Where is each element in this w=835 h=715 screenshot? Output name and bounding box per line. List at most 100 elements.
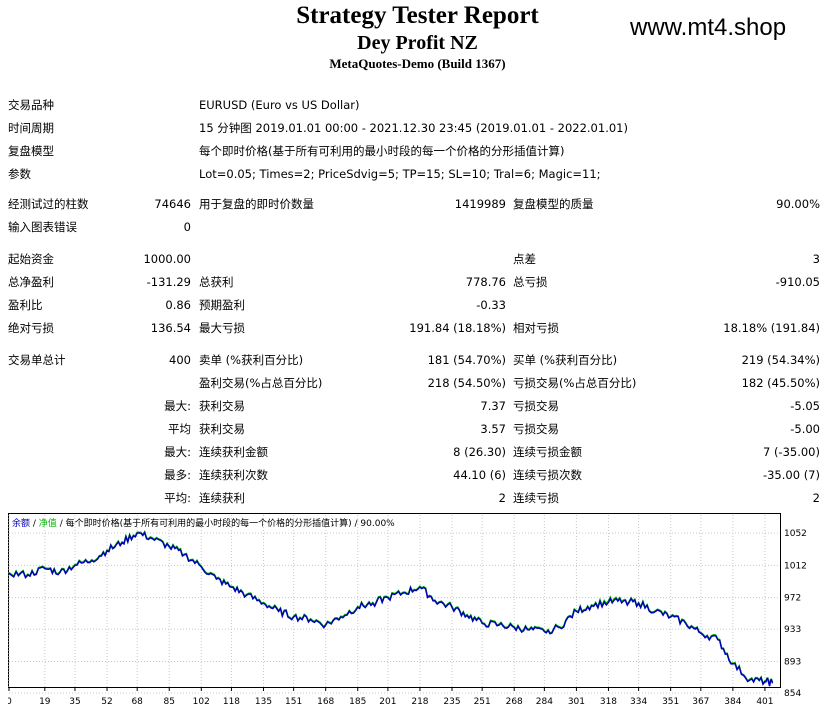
avg-cons-losses-label: 连续亏损	[513, 491, 559, 505]
ticks-value: 1419989	[454, 197, 506, 211]
long-value: 219 (54.34%)	[741, 353, 820, 367]
legend-sep2: /	[60, 519, 66, 529]
errors-value: 0	[183, 220, 191, 234]
max-cons-profit-label: 连续获利次数	[199, 468, 268, 482]
avg-loss-value: -5.00	[790, 422, 820, 436]
y-tick-label: 893	[784, 657, 801, 667]
legend-sep1: /	[33, 519, 39, 529]
bars-label: 经测试过的柱数	[8, 197, 89, 211]
x-tick-label: 334	[630, 697, 647, 707]
x-tick-label: 218	[411, 697, 428, 707]
expert-name: Dey Profit NZ	[357, 32, 478, 54]
max-prefix: 最大:	[164, 445, 191, 459]
y-tick-label: 1012	[784, 561, 807, 571]
short-value: 181 (54.70%)	[427, 353, 506, 367]
x-tick-label: 19	[39, 697, 51, 707]
netprofit-label: 总净盈利	[8, 275, 54, 289]
max-cons-losses-label: 连续亏损金额	[513, 445, 582, 459]
params-label: 参数	[8, 167, 31, 181]
x-tick-label: 235	[443, 697, 460, 707]
loss-trades-value: 182 (45.50%)	[741, 376, 820, 390]
absdd-value: 136.54	[150, 321, 191, 335]
x-tick-label: 301	[568, 697, 585, 707]
loss-trades-label: 亏损交易(%占总百分比)	[513, 376, 637, 390]
grossloss-value: -910.05	[775, 275, 820, 289]
largest-loss-label: 亏损交易	[513, 399, 559, 413]
quality-label: 复盘模型的质量	[513, 197, 594, 211]
profit-trades-label: 盈利交易(%占总百分比)	[199, 376, 323, 390]
short-label: 卖单 (%获利百分比)	[199, 353, 304, 367]
x-tick-label: 0	[8, 697, 12, 707]
x-tick-label: 135	[255, 697, 272, 707]
legend-sep3: /	[355, 519, 361, 529]
balance-chart: 1052 1012 972 933 893 854 0 19 35 52 68 85 102 118 13…	[8, 513, 807, 707]
maxdd-label: 最大亏损	[199, 321, 245, 335]
ticks-label: 用于复盘的即时价数量	[199, 197, 314, 211]
trades-value: 400	[169, 353, 191, 367]
grossloss-label: 总亏损	[513, 275, 548, 289]
max-cons-loss-value: -35.00 (7)	[762, 468, 820, 482]
grid	[8, 515, 780, 694]
x-tick-label: 284	[536, 697, 553, 707]
y-tick-label: 933	[784, 625, 801, 635]
legend-model: 每个即时价格(基于所有可利用的最小时段的每一个价格的分形插值计算)	[66, 517, 352, 529]
long-label: 买单 (%获利百分比)	[513, 353, 618, 367]
x-tick-label: 85	[164, 697, 175, 707]
largest-loss-value: -5.05	[790, 399, 820, 413]
x-tick-label: 185	[349, 697, 366, 707]
avg-loss-label: 亏损交易	[513, 422, 559, 436]
y-tick-label: 972	[784, 594, 801, 604]
pf-label: 盈利比	[8, 298, 43, 312]
report-title: Strategy Tester Report	[296, 2, 539, 29]
watermark-site: www.mt4.shop	[630, 14, 787, 41]
x-tick-label: 118	[223, 697, 240, 707]
period-label: 时间周期	[8, 121, 54, 135]
netprofit-value: -131.29	[146, 275, 191, 289]
spread-label: 点差	[513, 252, 536, 266]
bars-value: 74646	[154, 197, 191, 211]
largest-prefix: 最大:	[164, 399, 191, 413]
grossprofit-value: 778.76	[465, 275, 506, 289]
legend-balance: 余额	[12, 517, 30, 529]
profit-trades-value: 218 (54.50%)	[427, 376, 506, 390]
y-tick-label: 854	[784, 689, 801, 699]
trades-label: 交易单总计	[8, 353, 66, 367]
avg-profit-label: 获利交易	[199, 422, 245, 436]
max-cons-wins-value: 8 (26.30)	[453, 445, 506, 459]
avg-prefix: 平均	[168, 422, 191, 436]
grossprofit-label: 总获利	[199, 275, 234, 289]
x-tick-label: 151	[285, 697, 302, 707]
avg-cons-wins-value: 2	[498, 491, 506, 505]
max-cons-losses-value: 7 (-35.00)	[762, 445, 820, 459]
symbol-value: EURUSD (Euro vs US Dollar)	[199, 98, 360, 112]
payoff-label: 预期盈利	[199, 298, 245, 312]
largest-profit-value: 7.37	[480, 399, 506, 413]
errors-label: 输入图表错误	[8, 220, 77, 234]
y-tick-label: 1052	[784, 529, 807, 539]
avg-profit-value: 3.57	[480, 422, 506, 436]
x-tick-label: 68	[131, 697, 143, 707]
reldd-label: 相对亏损	[513, 321, 559, 335]
largest-profit-label: 获利交易	[199, 399, 245, 413]
avg-cons-wins-label: 连续获利	[199, 491, 245, 505]
x-tick-label: 401	[756, 697, 773, 707]
params-value: Lot=0.05; Times=2; PriceSdvig=5; TP=15; …	[199, 167, 601, 181]
absdd-label: 绝对亏损	[8, 321, 54, 335]
x-tick-label: 52	[101, 697, 112, 707]
maxdd-value: 191.84 (18.18%)	[409, 321, 506, 335]
max-cons-profit-value: 44.10 (6)	[453, 468, 506, 482]
chart-legend: 余额 / 净值 / 每个即时价格(基于所有可利用的最小时段的每一个价格的分形插值…	[12, 517, 395, 529]
model-label: 复盘模型	[8, 144, 54, 158]
pf-value: 0.86	[165, 298, 191, 312]
x-tick-label: 268	[506, 697, 523, 707]
server-build: MetaQuotes-Demo (Build 1367)	[329, 56, 506, 71]
symbol-label: 交易品种	[8, 98, 54, 112]
x-tick-label: 251	[474, 697, 491, 707]
avgc-prefix: 平均:	[164, 491, 191, 505]
reldd-value: 18.18% (191.84)	[723, 321, 820, 335]
x-tick-label: 318	[600, 697, 617, 707]
series-group	[8, 530, 774, 687]
x-tick-label: 384	[724, 697, 741, 707]
payoff-value: -0.33	[476, 298, 506, 312]
most-prefix: 最多:	[164, 468, 191, 482]
